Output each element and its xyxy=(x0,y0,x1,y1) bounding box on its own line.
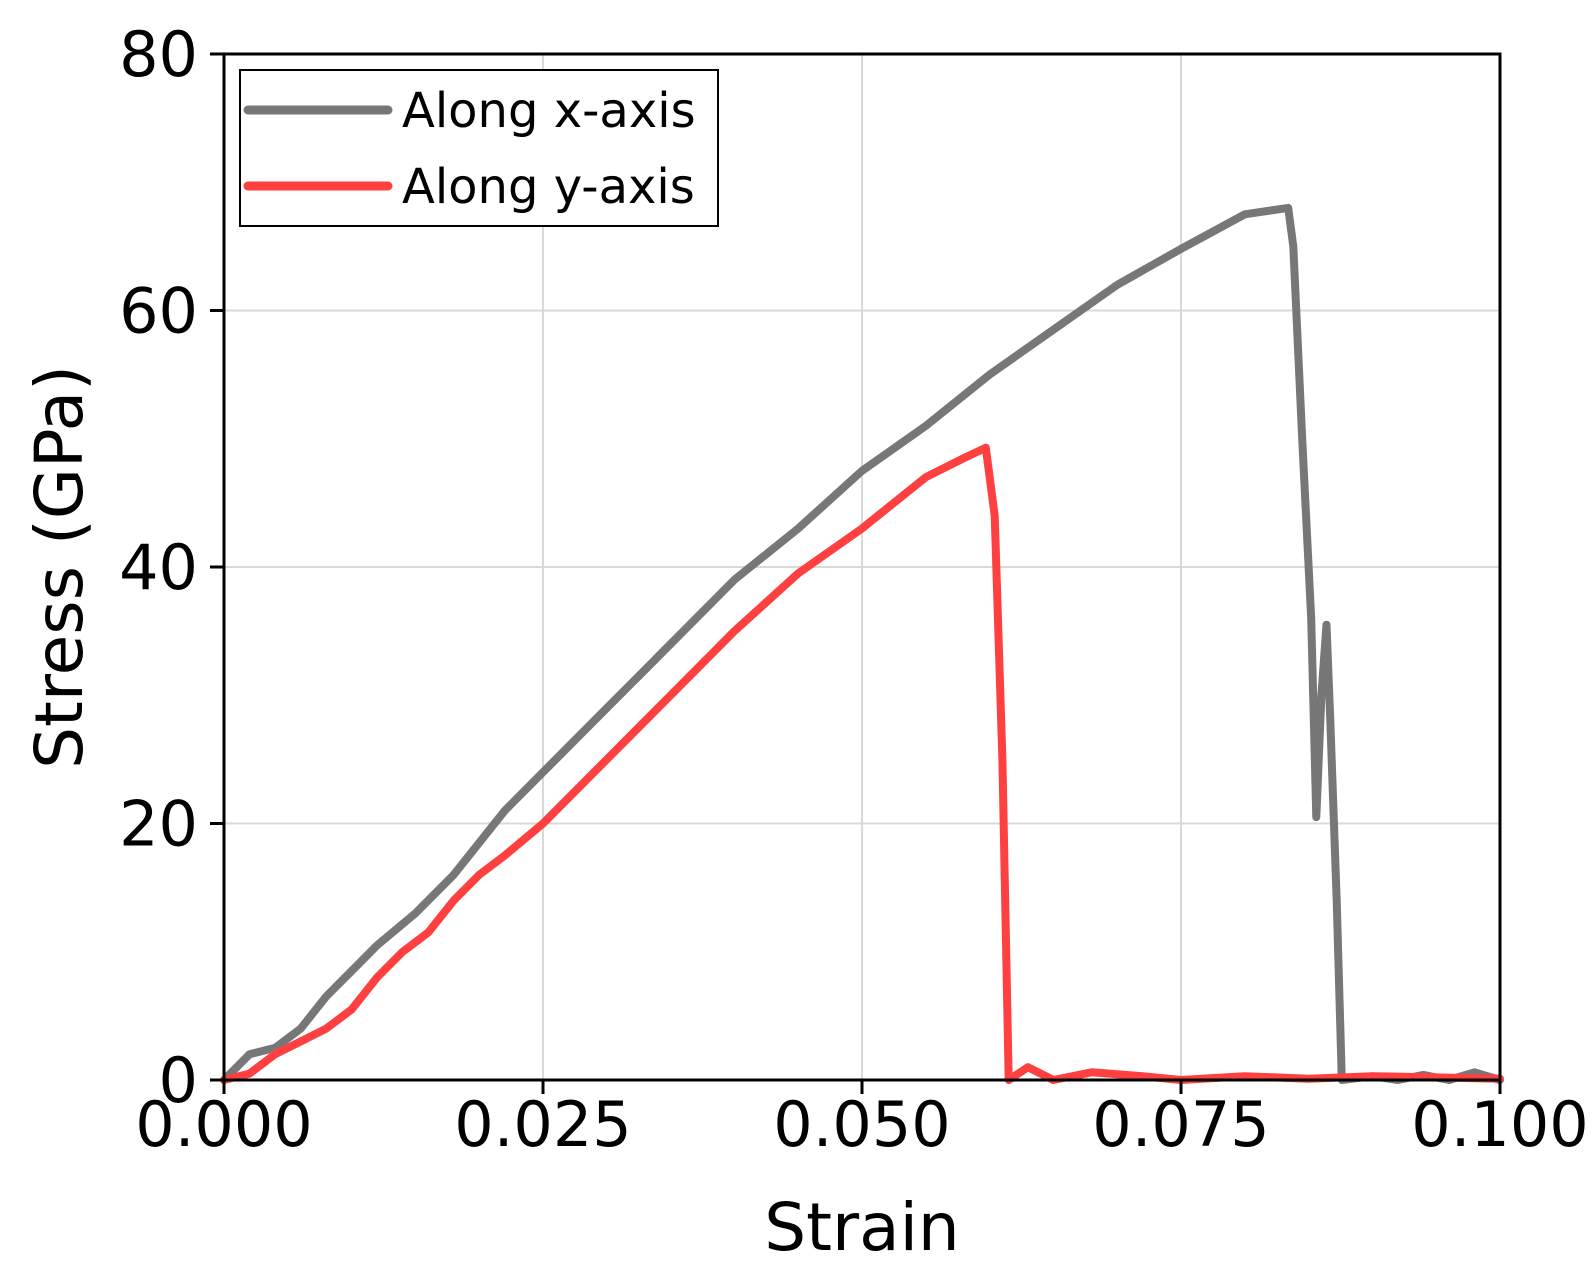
grid-lines xyxy=(224,54,1500,1080)
axis-ticks xyxy=(210,52,1502,1094)
x-tick-label: 0.025 xyxy=(454,1088,632,1161)
y-tick-label: 60 xyxy=(119,275,198,348)
x-tick-label: 0.000 xyxy=(135,1088,313,1161)
series-lines xyxy=(220,203,1504,1084)
x-tick-label: 0.075 xyxy=(1092,1088,1270,1161)
y-tick-label: 0 xyxy=(159,1044,198,1117)
x-tick-label: 0.050 xyxy=(773,1088,951,1161)
y-tick-label: 20 xyxy=(119,788,198,861)
y-tick-label: 40 xyxy=(119,531,198,604)
tick-labels: 0.000 0.025 0.050 0.075 0.100 0 20 40 60 80 xyxy=(119,18,1589,1161)
series-line-along-y-axis xyxy=(220,443,1504,1084)
y-axis-title: Stress (GPa) xyxy=(21,365,98,769)
legend-box xyxy=(239,69,719,227)
legend-label-along-y-axis: Along y-axis xyxy=(402,159,695,215)
x-axis-title: Strain xyxy=(764,1189,960,1266)
legend-label-along-x-axis: Along x-axis xyxy=(402,83,696,139)
series-line-along-x-axis xyxy=(220,203,1504,1084)
y-tick-label: 80 xyxy=(119,18,198,91)
x-tick-label: 0.100 xyxy=(1411,1088,1589,1161)
legend: Along x-axis Along y-axis xyxy=(239,69,719,227)
